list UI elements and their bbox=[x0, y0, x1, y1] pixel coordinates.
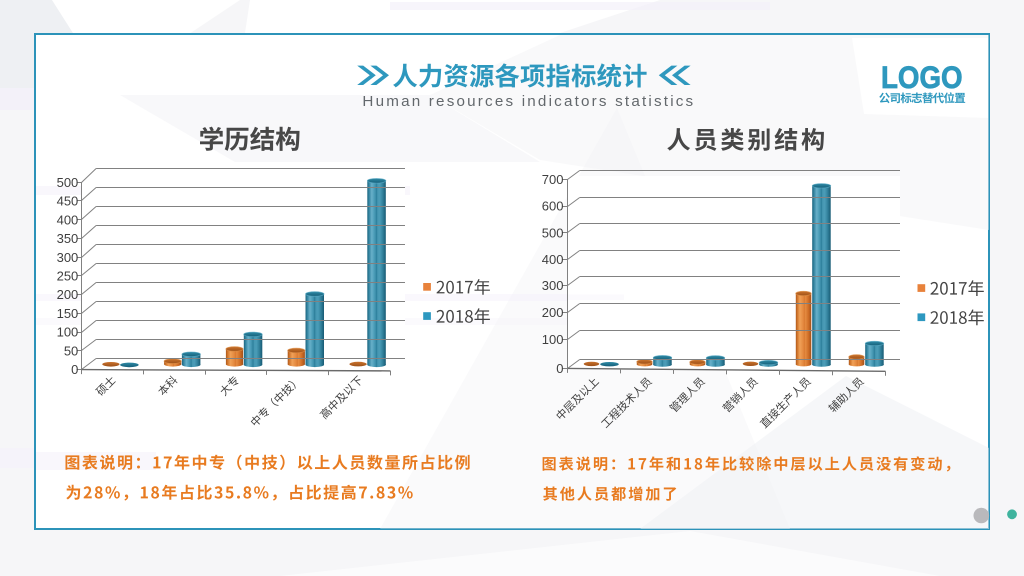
svg-text:250: 250 bbox=[57, 269, 79, 284]
svg-text:700: 700 bbox=[542, 172, 564, 187]
svg-text:350: 350 bbox=[57, 231, 79, 246]
svg-text:Human resources indicators sta: Human resources indicators statistics bbox=[362, 93, 695, 110]
svg-text:200: 200 bbox=[57, 287, 79, 302]
svg-text:150: 150 bbox=[57, 306, 79, 321]
svg-text:500: 500 bbox=[57, 175, 79, 190]
svg-text:100: 100 bbox=[57, 325, 79, 340]
svg-text:0: 0 bbox=[71, 362, 78, 377]
svg-text:0: 0 bbox=[556, 361, 563, 376]
svg-text:300: 300 bbox=[57, 250, 79, 265]
svg-text:50: 50 bbox=[64, 344, 78, 359]
svg-text:500: 500 bbox=[542, 226, 564, 241]
svg-text:400: 400 bbox=[57, 212, 79, 227]
svg-text:400: 400 bbox=[542, 252, 564, 267]
svg-text:100: 100 bbox=[542, 332, 564, 347]
svg-text:200: 200 bbox=[542, 305, 564, 320]
svg-text:600: 600 bbox=[542, 199, 564, 214]
svg-text:450: 450 bbox=[57, 194, 79, 209]
svg-text:LOGO: LOGO bbox=[881, 60, 963, 95]
svg-text:300: 300 bbox=[542, 278, 564, 293]
